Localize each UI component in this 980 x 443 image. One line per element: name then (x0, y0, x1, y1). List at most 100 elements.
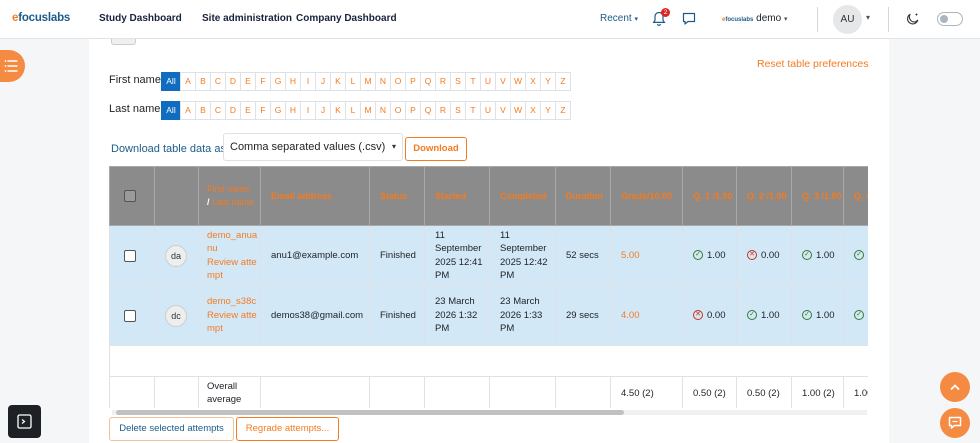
q2-cell[interactable]: ✕ 0.00 (736, 225, 792, 286)
first-initial-t[interactable]: T (465, 72, 481, 91)
sort-last-name-link[interactable]: Last name (212, 197, 255, 207)
row-checkbox[interactable] (124, 309, 136, 322)
select-all-checkbox[interactable] (124, 190, 136, 202)
q3-header[interactable]: Q. 3 /1.00 (791, 166, 844, 226)
first-initial-n[interactable]: N (375, 72, 391, 91)
last-initial-e[interactable]: E (240, 101, 256, 120)
duration-header[interactable]: Duration (555, 166, 611, 226)
first-initial-v[interactable]: V (495, 72, 511, 91)
q1-header[interactable]: Q. 1 /1.00 (682, 166, 737, 226)
first-initial-g[interactable]: G (270, 72, 286, 91)
q3-cell[interactable]: ✓ 1.00 (791, 225, 844, 286)
first-initial-f[interactable]: F (255, 72, 271, 91)
completed-header[interactable]: Completed (489, 166, 556, 226)
user-name-link[interactable]: demo_s38c (207, 296, 257, 308)
first-initial-z[interactable]: Z (555, 72, 571, 91)
regrade-attempts-button[interactable]: Regrade attempts... (236, 417, 339, 441)
status-header[interactable]: Status (369, 166, 425, 226)
chevron-down-icon[interactable]: ▾ (866, 13, 871, 22)
first-initial-j[interactable]: J (315, 72, 331, 91)
theme-toggle[interactable] (937, 12, 963, 26)
grade-header[interactable]: Grade/10.00 (610, 166, 683, 226)
sort-first-name-link[interactable]: First name (207, 183, 250, 194)
horizontal-scrollbar[interactable] (112, 410, 867, 415)
q4-header[interactable]: Q. 4 /1.00 (843, 166, 868, 226)
first-initial-o[interactable]: O (390, 72, 406, 91)
q1-cell[interactable]: ✓ 1.00 (682, 225, 737, 286)
row-checkbox[interactable] (124, 249, 136, 262)
last-initial-v[interactable]: V (495, 101, 511, 120)
terminal-button[interactable] (8, 405, 41, 438)
grade-cell[interactable]: 5.00 (610, 225, 683, 286)
last-initial-z[interactable]: Z (555, 101, 571, 120)
user-initials-avatar[interactable]: da (165, 244, 187, 267)
nav-site-administration[interactable]: Site administration (202, 13, 293, 24)
last-initial-m[interactable]: M (360, 101, 376, 120)
back-to-top-button[interactable] (940, 372, 970, 402)
user-name-link[interactable]: demo_anuanu (207, 229, 258, 255)
first-initial-r[interactable]: R (435, 72, 451, 91)
review-attempt-link[interactable]: Review attempt (207, 256, 257, 282)
first-initial-p[interactable]: P (405, 72, 421, 91)
site-logo[interactable]: efocuslabs (12, 12, 71, 24)
first-initial-e[interactable]: E (240, 72, 256, 91)
first-initial-w[interactable]: W (510, 72, 526, 91)
first-initial-x[interactable]: X (525, 72, 541, 91)
last-initial-s[interactable]: S (450, 101, 466, 120)
grade-cell[interactable]: 4.00 (610, 285, 683, 346)
last-initial-b[interactable]: B (195, 101, 211, 120)
nav-study-dashboard[interactable]: Study Dashboard (99, 13, 182, 24)
first-initial-y[interactable]: Y (540, 72, 556, 91)
first-initial-i[interactable]: I (300, 72, 316, 91)
last-initial-d[interactable]: D (225, 101, 241, 120)
last-initial-g[interactable]: G (270, 101, 286, 120)
last-initial-j[interactable]: J (315, 101, 331, 120)
q4-cell[interactable]: ✓1.00 (843, 285, 868, 346)
moon-icon[interactable] (906, 12, 920, 26)
company-switcher[interactable]: efocuslabs demo ▾ (722, 13, 787, 24)
q1-cell[interactable]: ✕ 0.00 (682, 285, 737, 346)
recent-dropdown[interactable]: Recent ▾ (600, 13, 638, 24)
first-initial-all[interactable]: All (161, 72, 181, 91)
last-initial-a[interactable]: A (180, 101, 196, 120)
review-attempt-link[interactable]: Review attempt (207, 309, 257, 335)
started-header[interactable]: Started (424, 166, 490, 226)
first-initial-d[interactable]: D (225, 72, 241, 91)
last-initial-p[interactable]: P (405, 101, 421, 120)
chat-widget-button[interactable] (940, 408, 970, 438)
first-initial-k[interactable]: K (330, 72, 346, 91)
reset-table-preferences-link[interactable]: Reset table preferences (757, 58, 869, 70)
first-initial-h[interactable]: H (285, 72, 301, 91)
last-initial-c[interactable]: C (210, 101, 226, 120)
first-initial-l[interactable]: L (345, 72, 361, 91)
last-initial-f[interactable]: F (255, 101, 271, 120)
last-initial-i[interactable]: I (300, 101, 316, 120)
download-button[interactable]: Download (405, 137, 467, 161)
delete-selected-attempts-button[interactable]: Delete selected attempts (109, 417, 234, 441)
last-initial-k[interactable]: K (330, 101, 346, 120)
q3-cell[interactable]: ✓ 1.00 (791, 285, 844, 346)
last-initial-y[interactable]: Y (540, 101, 556, 120)
email-header[interactable]: Email address (260, 166, 370, 226)
chat-icon[interactable] (682, 12, 696, 25)
download-format-select[interactable]: Comma separated values (.csv) ▾ (223, 133, 403, 161)
first-initial-m[interactable]: M (360, 72, 376, 91)
last-initial-o[interactable]: O (390, 101, 406, 120)
last-initial-l[interactable]: L (345, 101, 361, 120)
last-initial-n[interactable]: N (375, 101, 391, 120)
last-initial-u[interactable]: U (480, 101, 496, 120)
q4-cell[interactable]: ✓1.00 (843, 225, 868, 286)
course-index-toggle[interactable] (0, 50, 25, 82)
collapsed-control[interactable] (111, 39, 136, 45)
last-initial-all[interactable]: All (161, 101, 181, 120)
last-initial-t[interactable]: T (465, 101, 481, 120)
last-initial-q[interactable]: Q (420, 101, 436, 120)
last-initial-x[interactable]: X (525, 101, 541, 120)
user-initials-avatar[interactable]: dc (165, 304, 187, 327)
scrollbar-thumb[interactable] (116, 410, 624, 415)
nav-company-dashboard[interactable]: Company Dashboard (296, 13, 397, 24)
first-initial-q[interactable]: Q (420, 72, 436, 91)
last-initial-r[interactable]: R (435, 101, 451, 120)
first-initial-a[interactable]: A (180, 72, 196, 91)
last-initial-w[interactable]: W (510, 101, 526, 120)
